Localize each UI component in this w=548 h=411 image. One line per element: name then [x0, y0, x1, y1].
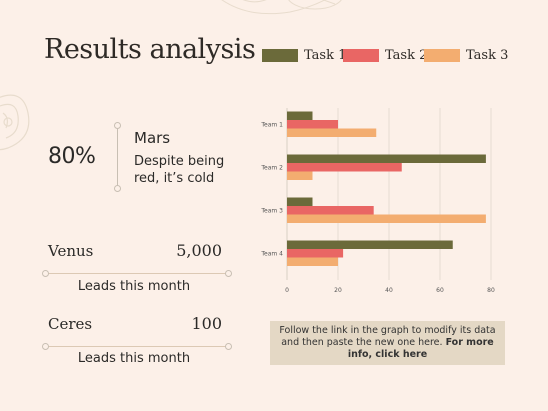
bar-task-3 — [287, 257, 338, 266]
bar-chart[interactable]: 0 20 40 60 80 Team 1 Team 2 Team 3 Team 4 — [250, 100, 510, 300]
divider-dot-bottom — [114, 185, 121, 192]
stat-divider-ceres — [45, 346, 228, 347]
stat-value-ceres: 100 — [191, 314, 222, 333]
y-tick-label: Team 2 — [260, 164, 283, 171]
highlight-divider — [117, 126, 118, 188]
bar-task-1 — [287, 154, 486, 163]
divider-dot — [42, 343, 49, 350]
highlight-description: Despite being red, it’s cold — [134, 153, 244, 187]
stat-name-venus: Venus — [48, 242, 94, 260]
stat-caption-venus: Leads this month — [77, 279, 191, 294]
legend-item-task-1: Task 1 — [262, 46, 346, 64]
info-link[interactable]: For more info, click here — [347, 337, 494, 360]
bar-task-1 — [287, 240, 453, 249]
page-title: Results analysis — [44, 34, 256, 65]
bar-task-1 — [287, 197, 313, 206]
stat-divider-venus — [45, 273, 228, 274]
highlight-percent: 80% — [48, 144, 96, 169]
legend-item-task-2: Task 2 — [343, 46, 427, 64]
info-box: Follow the link in the graph to modify i… — [270, 321, 505, 365]
legend-item-task-3: Task 3 — [424, 46, 508, 64]
divider-dot — [42, 270, 49, 277]
stat-caption-ceres: Leads this month — [77, 351, 191, 366]
divider-dot-top — [114, 122, 121, 129]
bar-task-3 — [287, 214, 486, 223]
x-tick-label: 0 — [285, 287, 289, 294]
highlight-description-line-2: red, it’s cold — [134, 171, 215, 186]
bar-task-2 — [287, 163, 402, 172]
legend-label: Task 3 — [466, 47, 509, 63]
bar-task-1 — [287, 111, 313, 120]
x-tick-label: 60 — [436, 287, 444, 294]
x-tick-label: 80 — [487, 287, 495, 294]
y-tick-label: Team 1 — [260, 121, 283, 128]
bar-task-2 — [287, 206, 374, 215]
y-tick-label: Team 4 — [260, 250, 283, 257]
x-tick-label: 40 — [385, 287, 393, 294]
flower-decoration-icon — [0, 94, 30, 151]
stat-name-ceres: Ceres — [48, 315, 93, 333]
divider-dot — [225, 270, 232, 277]
legend-swatch-task-2 — [343, 48, 379, 62]
legend-label: Task 1 — [304, 47, 347, 63]
x-tick-label: 20 — [334, 287, 342, 294]
legend-swatch-task-3 — [424, 48, 460, 62]
legend-swatch-task-1 — [262, 48, 298, 62]
leaf-decoration-top-icon — [221, 0, 342, 15]
highlight-description-line-1: Despite being — [134, 154, 225, 169]
bar-task-2 — [287, 120, 338, 129]
bar-task-3 — [287, 171, 313, 180]
bar-task-2 — [287, 249, 344, 258]
bar-task-3 — [287, 128, 377, 137]
legend-label: Task 2 — [385, 47, 428, 63]
highlight-name: Mars — [134, 129, 171, 147]
divider-dot — [225, 343, 232, 350]
y-tick-label: Team 3 — [260, 207, 283, 214]
stat-value-venus: 5,000 — [176, 241, 222, 260]
info-text: Follow the link in the graph to modify i… — [279, 325, 496, 348]
